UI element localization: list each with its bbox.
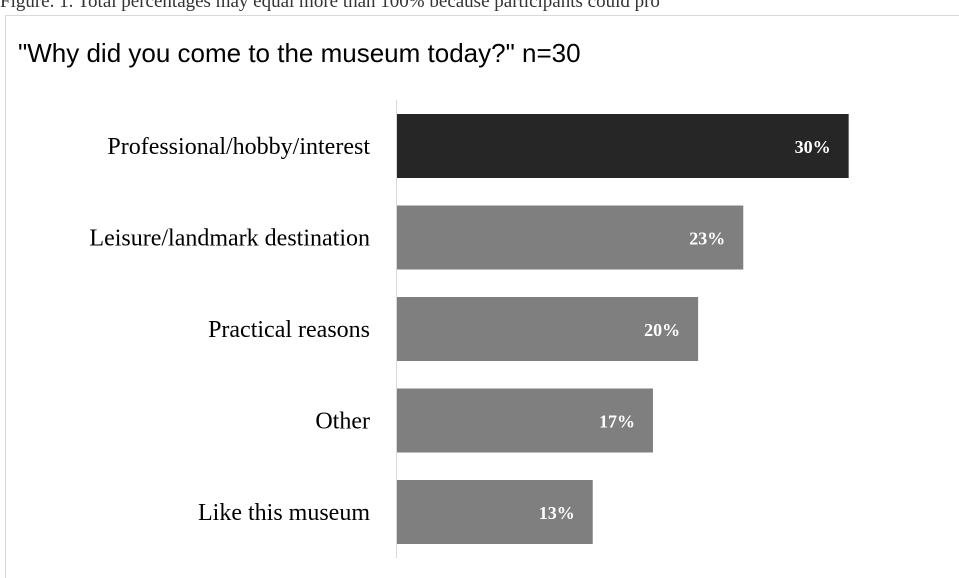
figure-caption: Figure. 1. Total percentages may equal m… <box>0 0 660 12</box>
bar-leisure-landmark-destination <box>397 205 744 270</box>
value-label: 17% <box>599 412 635 432</box>
category-label: Professional/hobby/interest <box>107 134 370 160</box>
category-label: Other <box>315 409 370 435</box>
bar-practical-reasons <box>397 297 699 361</box>
category-label: Practical reasons <box>208 317 370 343</box>
bars-group: Professional/hobby/interest 30% Leisure/la… <box>89 114 849 544</box>
chart-title: "Why did you come to the museum today?" … <box>18 38 581 68</box>
value-label: 23% <box>689 229 725 249</box>
value-label: 30% <box>795 137 831 157</box>
bar-like-this-museum <box>397 480 593 544</box>
value-label: 13% <box>539 503 575 523</box>
bar-professional-hobby-interest <box>397 114 849 178</box>
bar-other <box>397 388 653 453</box>
value-label: 20% <box>644 320 680 340</box>
category-label: Leisure/landmark destination <box>89 226 370 252</box>
category-label: Like this museum <box>198 500 370 526</box>
